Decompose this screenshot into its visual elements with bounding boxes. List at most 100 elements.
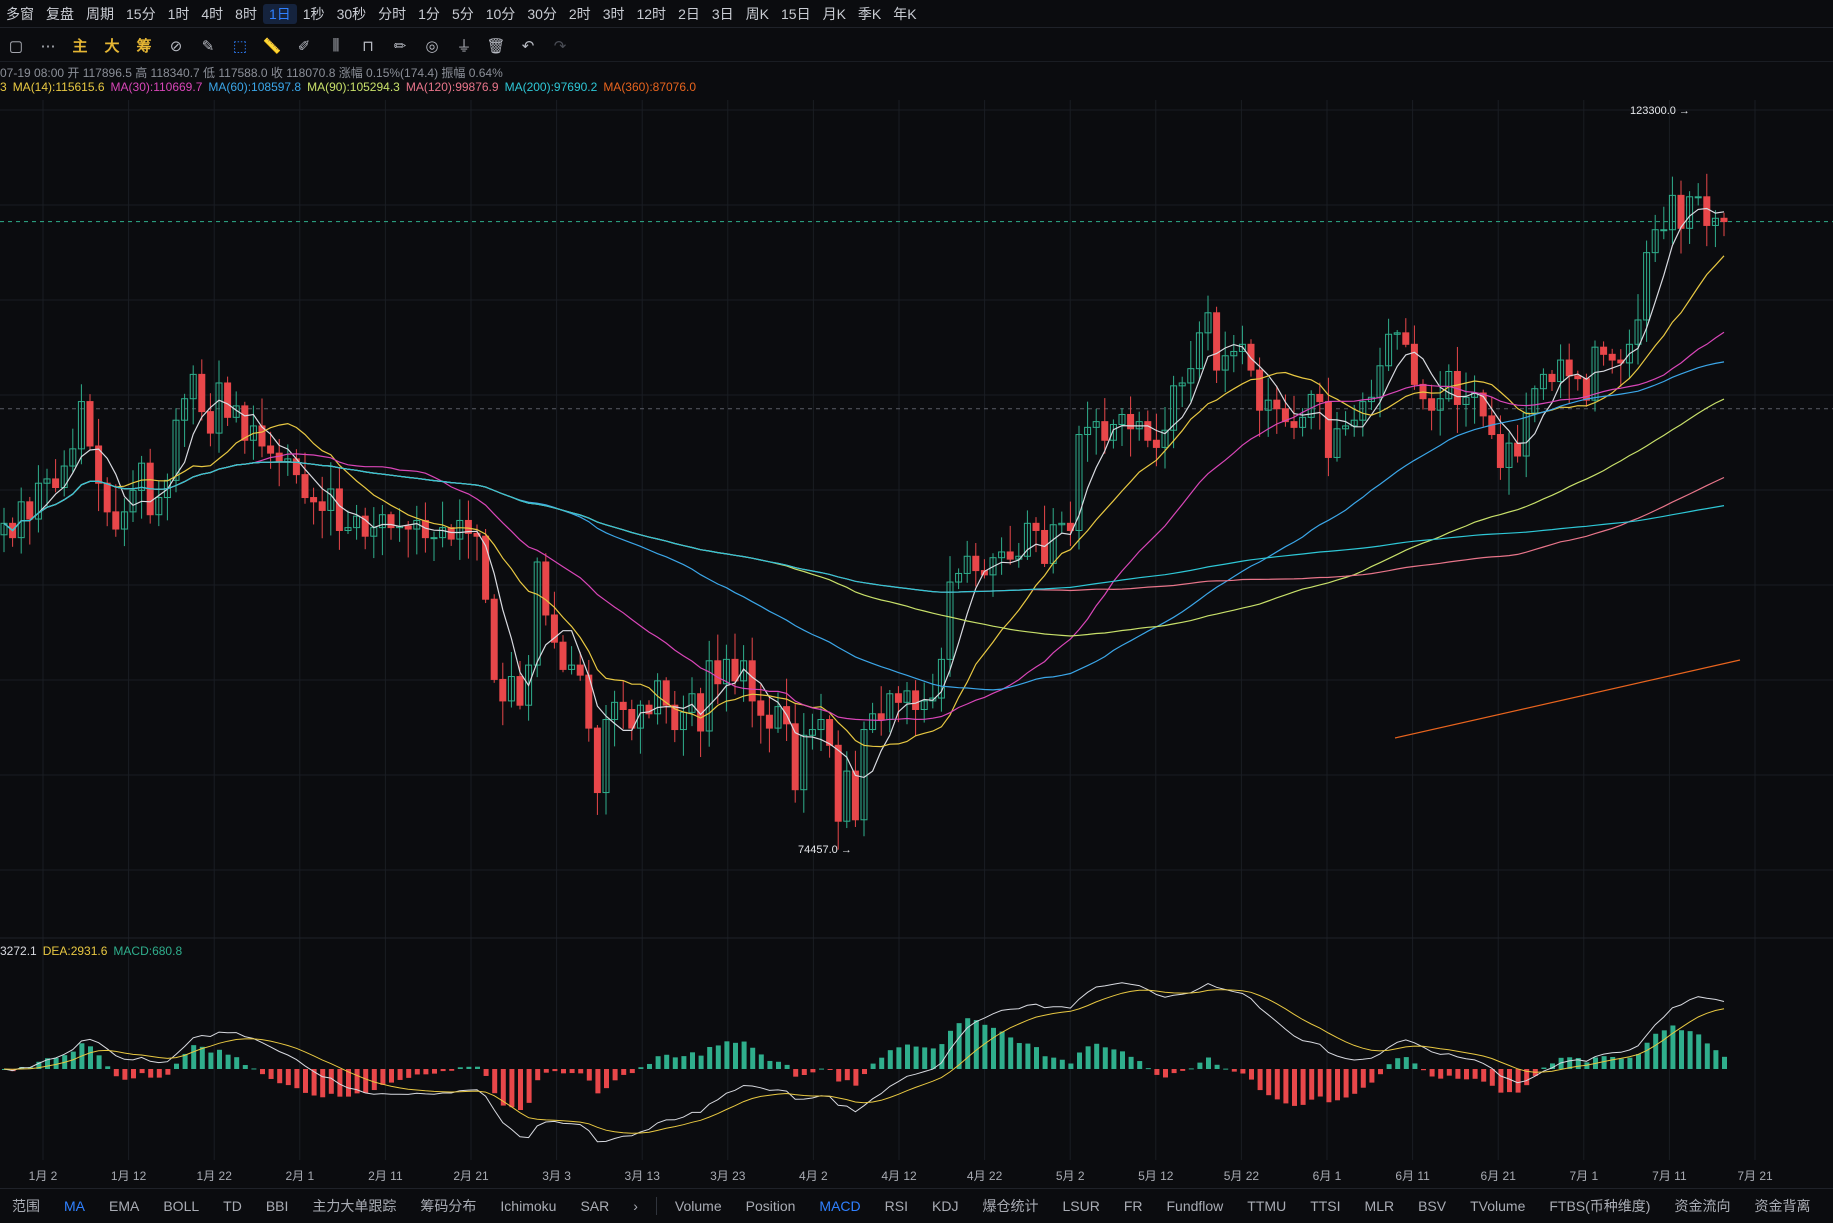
sub-indicator-tab[interactable]: KDJ bbox=[932, 1198, 959, 1214]
magnet-icon[interactable]: ◎ bbox=[425, 37, 439, 55]
big-order-button[interactable]: 大 bbox=[104, 38, 120, 55]
period-15[interactable]: 2时 bbox=[568, 5, 591, 22]
main-indicator-tab[interactable]: 筹码分布 bbox=[420, 1198, 477, 1214]
sub-indicator-tab[interactable]: TTSI bbox=[1310, 1198, 1341, 1214]
period-0[interactable]: 多窗 bbox=[6, 5, 34, 22]
period-7[interactable]: 1日 bbox=[262, 3, 297, 24]
candle bbox=[224, 382, 232, 418]
period-11[interactable]: 1分 bbox=[418, 5, 440, 22]
period-8[interactable]: 1秒 bbox=[302, 5, 325, 22]
period-17[interactable]: 12时 bbox=[636, 5, 667, 22]
undo-icon[interactable]: ↶ bbox=[521, 37, 535, 55]
sub-indicator-tab[interactable]: BSV bbox=[1418, 1198, 1447, 1214]
filter-icon[interactable]: ⏚ bbox=[456, 38, 472, 55]
candle bbox=[851, 770, 859, 821]
sub-indicator-tab[interactable]: RSI bbox=[884, 1198, 908, 1214]
period-4[interactable]: 1时 bbox=[167, 5, 190, 22]
candle bbox=[1281, 408, 1289, 423]
sub-indicator-tab[interactable]: MACD bbox=[819, 1198, 861, 1214]
period-21[interactable]: 15日 bbox=[781, 5, 811, 22]
period-6[interactable]: 8时 bbox=[235, 5, 257, 22]
period-3[interactable]: 15分 bbox=[126, 5, 156, 22]
period-1[interactable]: 复盘 bbox=[46, 5, 74, 22]
indicator-settings-icon[interactable]: ⊘ bbox=[169, 37, 183, 55]
period-2[interactable]: 周期 bbox=[86, 5, 114, 22]
more-icon[interactable]: ⋯ bbox=[40, 37, 56, 55]
sub-indicator-tab[interactable]: TTMU bbox=[1247, 1198, 1287, 1214]
ma-legend-item: MA(60):108597.8 bbox=[208, 80, 302, 94]
period-22[interactable]: 月K bbox=[822, 5, 846, 22]
ruler-icon[interactable]: 📏 bbox=[262, 37, 282, 55]
main-indicator-tab[interactable]: BBI bbox=[265, 1198, 289, 1214]
macd-bar bbox=[251, 1068, 257, 1070]
macd-bar bbox=[595, 1069, 601, 1094]
main-indicator-button[interactable]: 主 bbox=[72, 38, 88, 55]
candle-style-icon[interactable]: ⫼ bbox=[332, 37, 340, 54]
macd-bar bbox=[1317, 1069, 1323, 1097]
macd-bar bbox=[698, 1055, 704, 1069]
main-indicator-tab[interactable]: 主力大单跟踪 bbox=[312, 1198, 397, 1214]
candle bbox=[172, 419, 180, 481]
candle bbox=[439, 527, 447, 539]
period-5[interactable]: 4时 bbox=[201, 5, 224, 22]
sub-indicator-tab[interactable]: FR bbox=[1123, 1198, 1143, 1214]
macd-bar bbox=[1610, 1056, 1616, 1069]
period-23[interactable]: 季K bbox=[857, 5, 882, 22]
sub-indicator-tab[interactable]: LSUR bbox=[1062, 1198, 1100, 1214]
main-indicator-tab[interactable]: MA bbox=[64, 1198, 85, 1214]
period-9[interactable]: 30秒 bbox=[336, 5, 367, 22]
period-14[interactable]: 30分 bbox=[527, 5, 557, 22]
sub-indicator-tab[interactable]: TVolume bbox=[1470, 1198, 1526, 1214]
chevron-right-icon[interactable]: › bbox=[633, 1198, 638, 1214]
macd-bar bbox=[973, 1020, 979, 1069]
macd-bar bbox=[1154, 1069, 1160, 1075]
sub-indicator-tab[interactable]: Fundflow bbox=[1166, 1198, 1224, 1214]
period-19[interactable]: 3日 bbox=[711, 5, 734, 22]
sub-indicator-tab[interactable]: MLR bbox=[1364, 1198, 1395, 1214]
redo-icon[interactable]: ↷ bbox=[553, 37, 567, 55]
period-20[interactable]: 周K bbox=[745, 5, 769, 22]
price-chart[interactable]: 123300.0 → 74457.0 → 1月 2 1月 12 1月 22 2月 1 2月 … bbox=[0, 0, 1833, 1188]
main-indicator-tab[interactable]: EMA bbox=[109, 1198, 140, 1214]
period-24[interactable]: 年K bbox=[893, 5, 917, 22]
period-18[interactable]: 2日 bbox=[678, 5, 700, 22]
candle bbox=[998, 551, 1006, 559]
macd-bar bbox=[526, 1069, 532, 1103]
candle bbox=[112, 511, 120, 530]
select-cursor-icon[interactable]: ⬚ bbox=[232, 37, 248, 55]
macd-bar bbox=[1498, 1069, 1504, 1093]
sub-indicator-tab[interactable]: 资金流向 bbox=[1674, 1198, 1731, 1214]
period-12[interactable]: 5分 bbox=[451, 5, 474, 22]
edit-icon[interactable]: ✏ bbox=[393, 37, 407, 55]
sub-indicator-tab[interactable]: Position bbox=[745, 1198, 796, 1214]
layout-icon[interactable]: ▢ bbox=[8, 37, 24, 55]
candle bbox=[834, 744, 842, 822]
macd-bar bbox=[139, 1069, 145, 1074]
pen-icon[interactable]: ✐ bbox=[297, 37, 311, 55]
sub-indicator-tab[interactable]: 爆仓统计 bbox=[982, 1198, 1039, 1214]
lock-icon[interactable]: ⊓ bbox=[362, 37, 374, 55]
ma-legend-item: MA(120):99876.9 bbox=[405, 80, 499, 94]
sub-indicator-tab[interactable]: FTBS(币种维度) bbox=[1549, 1198, 1651, 1214]
main-indicator-tab[interactable]: 范围 bbox=[12, 1198, 40, 1214]
period-13[interactable]: 10分 bbox=[485, 5, 516, 22]
macd-bar bbox=[500, 1069, 506, 1106]
candle bbox=[619, 701, 627, 711]
main-indicator-tab[interactable]: SAR bbox=[580, 1198, 610, 1214]
macd-bar bbox=[982, 1024, 988, 1069]
macd-bar bbox=[647, 1063, 652, 1069]
candle bbox=[1101, 421, 1109, 441]
period-10[interactable]: 分时 bbox=[378, 5, 407, 22]
chip-distribution-button[interactable]: 筹 bbox=[136, 38, 152, 55]
macd-bar bbox=[939, 1044, 945, 1069]
main-indicator-tab[interactable]: BOLL bbox=[163, 1198, 200, 1214]
delete-icon[interactable]: 🗑 bbox=[486, 37, 506, 55]
main-indicator-tab[interactable]: Ichimoku bbox=[500, 1198, 557, 1214]
sub-indicator-tab[interactable]: Volume bbox=[674, 1198, 722, 1214]
period-16[interactable]: 3时 bbox=[602, 5, 625, 22]
sub-indicator-tab[interactable]: 资金背离 bbox=[1754, 1198, 1811, 1214]
draw-tools-icon[interactable]: ✎ bbox=[201, 37, 215, 55]
candle bbox=[1324, 401, 1332, 458]
candle bbox=[1023, 522, 1031, 557]
main-indicator-tab[interactable]: TD bbox=[223, 1198, 242, 1214]
